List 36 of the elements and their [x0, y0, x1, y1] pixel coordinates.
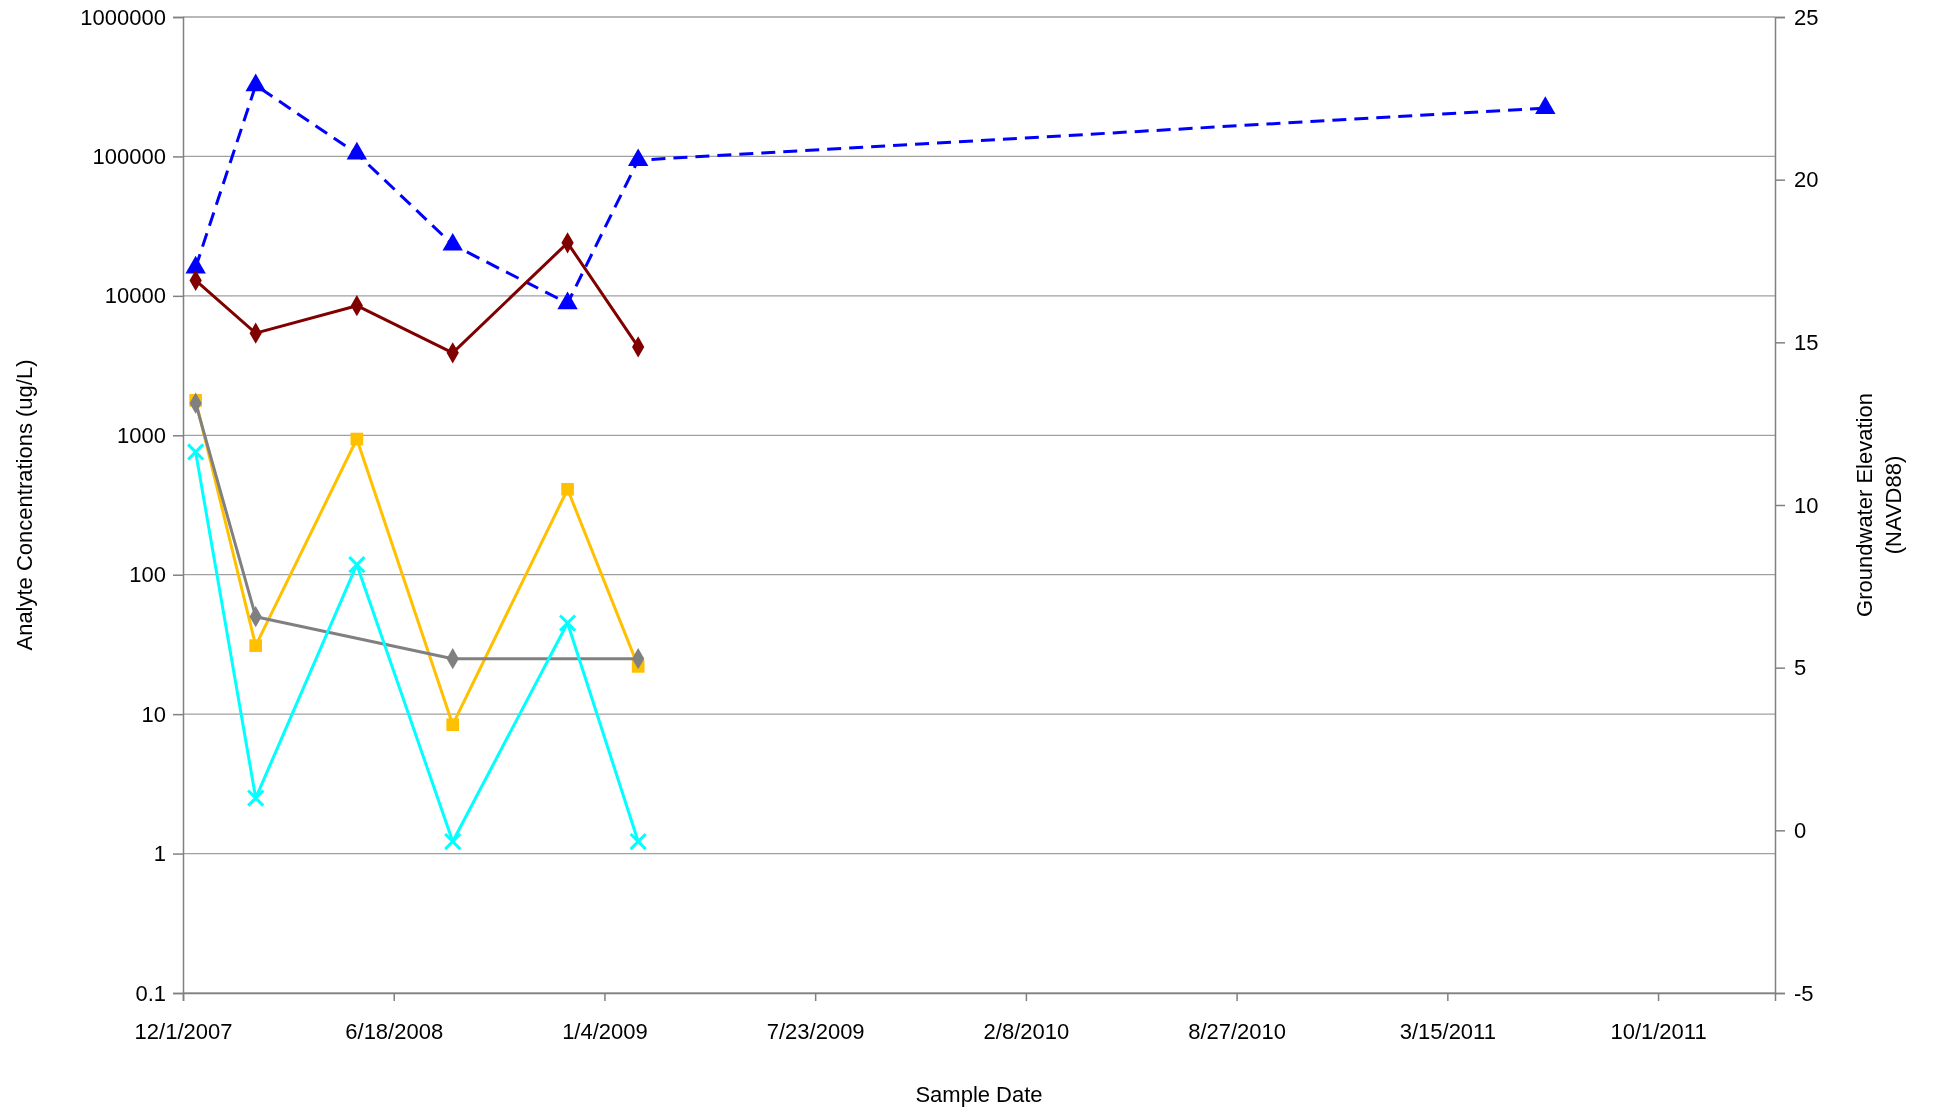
x-axis-title: Sample Date — [915, 1082, 1043, 1107]
point — [186, 442, 205, 461]
point — [443, 832, 462, 851]
y-tick-label: 100 — [129, 562, 166, 588]
x-tick-label: 2/8/2010 — [983, 1019, 1070, 1045]
y-tick-label: 100000 — [92, 143, 166, 169]
y2-tick-label: 20 — [1794, 167, 1819, 193]
y2-tick-label: 5 — [1794, 655, 1807, 681]
point — [561, 482, 574, 496]
point — [350, 432, 364, 446]
y-tick-label: 1000 — [117, 422, 166, 448]
y-tick-label: 1 — [153, 841, 166, 867]
point — [246, 789, 265, 808]
x-tick-label: 1/4/2009 — [562, 1019, 648, 1045]
y-axis-title: Analyte Concentrations (ug/L) — [12, 359, 37, 651]
point — [446, 718, 460, 732]
y2-axis-title: Groundwater Elevation (NAVD88) — [1852, 393, 1906, 617]
x-tick-label: 12/1/2007 — [134, 1019, 233, 1045]
x-tick-label: 6/18/2008 — [345, 1019, 444, 1045]
point — [347, 555, 366, 574]
point — [249, 639, 263, 652]
point — [629, 832, 648, 851]
y-tick-label: 0.1 — [135, 980, 166, 1006]
x-tick-label: 7/23/2009 — [766, 1019, 865, 1045]
y-tick-label: 10 — [141, 701, 166, 727]
y2-tick-label: 15 — [1794, 329, 1819, 355]
y-tick-label: 1000000 — [80, 4, 166, 30]
y2-tick-label: 10 — [1794, 492, 1819, 518]
y2-tick-label: -5 — [1794, 980, 1814, 1006]
y2-tick-label: 0 — [1794, 817, 1807, 843]
point — [558, 614, 577, 633]
y2-tick-label: 25 — [1794, 4, 1819, 30]
x-tick-label: 3/15/2011 — [1399, 1019, 1496, 1045]
y-tick-label: 10000 — [104, 283, 166, 309]
x-tick-label: 8/27/2010 — [1188, 1019, 1287, 1045]
x-tick-label: 10/1/2011 — [1610, 1019, 1707, 1045]
